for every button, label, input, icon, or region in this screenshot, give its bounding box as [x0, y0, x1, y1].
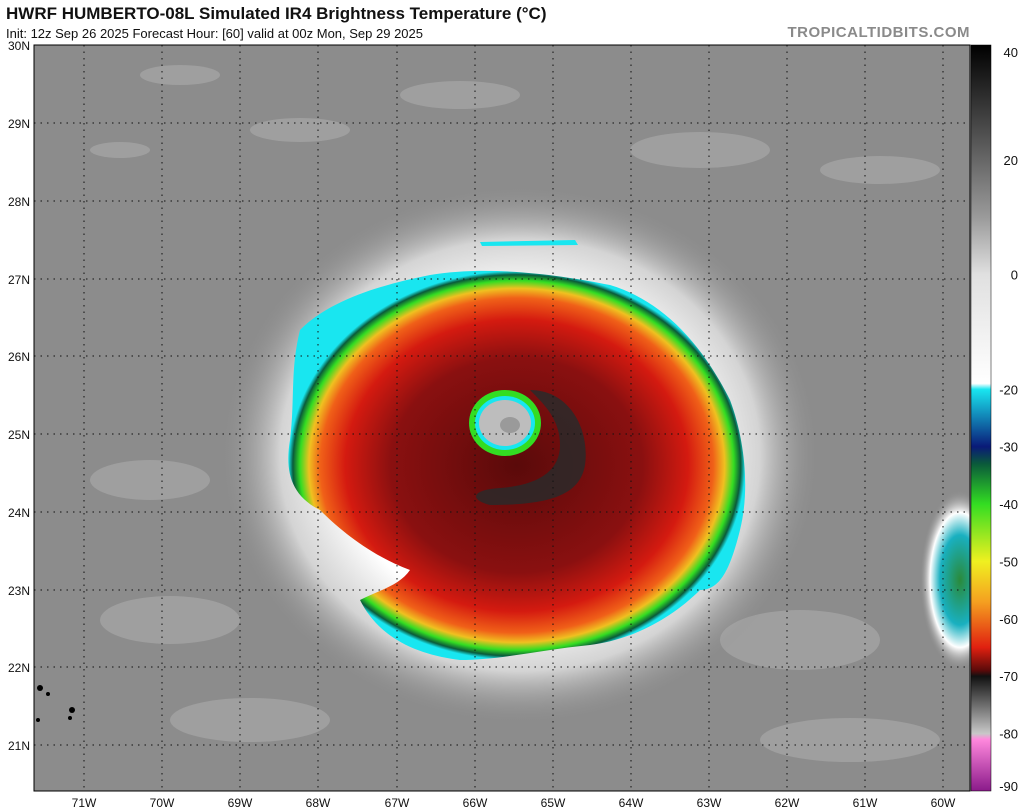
gridlines	[34, 45, 970, 791]
eastern-cloud-mass	[920, 490, 970, 670]
lat-label: 29N	[8, 117, 30, 131]
lat-label: 25N	[8, 428, 30, 442]
colorbar: 40 20 0 -20 -30 -40 -50 -60 -70 -80 -90	[970, 44, 1018, 794]
lat-label: 27N	[8, 273, 30, 287]
eyewall-dark-band	[476, 390, 586, 505]
colorbar-tick-label: 0	[1011, 268, 1018, 283]
lon-label: 61W	[853, 796, 878, 810]
colorbar-tick-label: -30	[999, 440, 1018, 455]
forecast-info: Init: 12z Sep 26 2025 Forecast Hour: [60…	[6, 26, 423, 41]
lat-label: 21N	[8, 739, 30, 753]
lon-label: 66W	[463, 796, 488, 810]
lat-label: 28N	[8, 195, 30, 209]
map-frame	[33, 44, 971, 792]
islands	[36, 685, 75, 722]
lat-label: 23N	[8, 584, 30, 598]
lat-label: 22N	[8, 661, 30, 675]
colorbar-tick-label: -50	[999, 554, 1018, 569]
lat-axis: 30N 29N 28N 27N 26N 25N 24N 23N 22N 21N	[8, 39, 30, 753]
lat-label: 30N	[8, 39, 30, 53]
lon-label: 60W	[931, 796, 956, 810]
colorbar-scale	[970, 44, 992, 792]
colorbar-tick-label: -20	[999, 382, 1018, 397]
colorbar-tick-label: 20	[1004, 153, 1018, 168]
lon-label: 71W	[72, 796, 97, 810]
lon-label: 70W	[150, 796, 175, 810]
lat-label: 26N	[8, 350, 30, 364]
colorbar-tick-label: -40	[999, 497, 1018, 512]
scattered-clouds	[90, 65, 940, 762]
lon-label: 65W	[541, 796, 566, 810]
map-title: HWRF HUMBERTO-08L Simulated IR4 Brightne…	[6, 4, 547, 23]
lon-label: 68W	[306, 796, 331, 810]
colorbar-tick-label: -60	[999, 612, 1018, 627]
lon-axis: 71W 70W 69W 68W 67W 66W 65W 64W 63W 62W …	[72, 796, 956, 810]
lon-label: 62W	[775, 796, 800, 810]
colorbar-labels: 40 20 0 -20 -30 -40 -50 -60 -70 -80 -90	[999, 45, 1018, 794]
colorbar-tick-label: -70	[999, 669, 1018, 684]
eye-center	[500, 417, 520, 433]
colorbar-tick-label: -90	[999, 779, 1018, 794]
storm-cloud-shield	[288, 270, 746, 660]
lon-label: 64W	[619, 796, 644, 810]
colorbar-tick-label: 40	[1004, 45, 1018, 60]
lon-label: 69W	[228, 796, 253, 810]
lon-label: 63W	[697, 796, 722, 810]
brand-logo-text[interactable]: TROPICALTIDBITS.COM	[787, 24, 970, 41]
colorbar-tick-label: -80	[999, 727, 1018, 742]
lon-label: 67W	[385, 796, 410, 810]
lat-label: 24N	[8, 506, 30, 520]
